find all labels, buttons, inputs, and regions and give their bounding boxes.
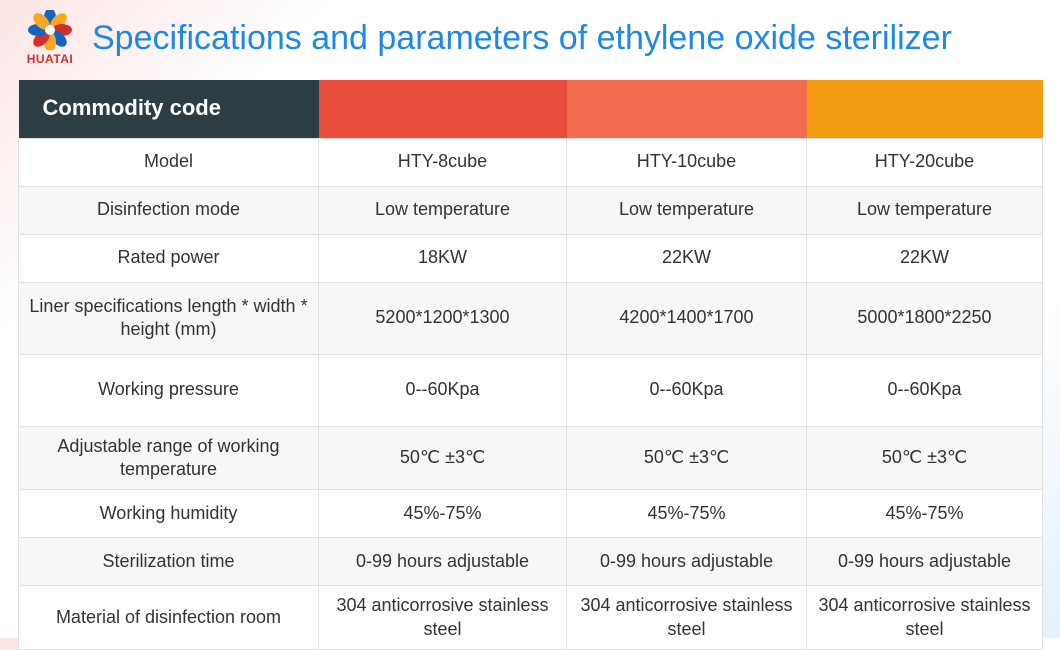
spec-table-container: Commodity code ModelHTY-8cubeHTY-10cubeH…: [0, 80, 1060, 650]
brand-logo: HUATAI: [20, 10, 80, 66]
cell-value: HTY-10cube: [567, 138, 807, 186]
param-label: Disinfection mode: [19, 186, 319, 234]
page-title: Specifications and parameters of ethylen…: [92, 19, 952, 58]
cell-value: 0--60Kpa: [567, 354, 807, 426]
column-header-2: [567, 80, 807, 138]
table-body: ModelHTY-8cubeHTY-10cubeHTY-20cubeDisinf…: [19, 138, 1043, 650]
table-row: Adjustable range of working temperature5…: [19, 426, 1043, 490]
cell-value: 5000*1800*2250: [807, 282, 1043, 354]
cell-value: 4200*1400*1700: [567, 282, 807, 354]
cell-value: 0--60Kpa: [319, 354, 567, 426]
param-label: Working humidity: [19, 490, 319, 538]
brand-name: HUATAI: [27, 52, 74, 66]
table-row: Rated power18KW22KW22KW: [19, 234, 1043, 282]
cell-value: 0-99 hours adjustable: [567, 538, 807, 586]
table-row: Material of disinfection room304 anticor…: [19, 586, 1043, 650]
cell-value: Low temperature: [567, 186, 807, 234]
cell-value: Low temperature: [319, 186, 567, 234]
cell-value: 304 anticorrosive stainless steel: [807, 586, 1043, 650]
table-row: Working humidity45%-75%45%-75%45%-75%: [19, 490, 1043, 538]
cell-value: 50℃ ±3℃: [319, 426, 567, 490]
cell-value: 5200*1200*1300: [319, 282, 567, 354]
cell-value: HTY-20cube: [807, 138, 1043, 186]
column-header-3: [807, 80, 1043, 138]
cell-value: 0--60Kpa: [807, 354, 1043, 426]
cell-value: 45%-75%: [567, 490, 807, 538]
table-row: Working pressure0--60Kpa0--60Kpa0--60Kpa: [19, 354, 1043, 426]
cell-value: 22KW: [807, 234, 1043, 282]
cell-value: 0-99 hours adjustable: [807, 538, 1043, 586]
cell-value: 45%-75%: [319, 490, 567, 538]
param-label: Liner specifications length * width * he…: [19, 282, 319, 354]
table-row: Sterilization time0-99 hours adjustable0…: [19, 538, 1043, 586]
cell-value: 50℃ ±3℃: [567, 426, 807, 490]
param-label: Material of disinfection room: [19, 586, 319, 650]
cell-value: 50℃ ±3℃: [807, 426, 1043, 490]
param-label: Model: [19, 138, 319, 186]
cell-value: 304 anticorrosive stainless steel: [319, 586, 567, 650]
cell-value: HTY-8cube: [319, 138, 567, 186]
page-header: HUATAI Specifications and parameters of …: [0, 0, 1060, 80]
param-label: Sterilization time: [19, 538, 319, 586]
cell-value: 304 anticorrosive stainless steel: [567, 586, 807, 650]
param-label: Rated power: [19, 234, 319, 282]
cell-value: 45%-75%: [807, 490, 1043, 538]
cell-value: Low temperature: [807, 186, 1043, 234]
table-row: ModelHTY-8cubeHTY-10cubeHTY-20cube: [19, 138, 1043, 186]
cell-value: 18KW: [319, 234, 567, 282]
cell-value: 0-99 hours adjustable: [319, 538, 567, 586]
spec-table: Commodity code ModelHTY-8cubeHTY-10cubeH…: [18, 80, 1043, 650]
column-header-1: [319, 80, 567, 138]
param-label: Working pressure: [19, 354, 319, 426]
corner-header: Commodity code: [19, 80, 319, 138]
table-row: Liner specifications length * width * he…: [19, 282, 1043, 354]
table-header-row: Commodity code: [19, 80, 1043, 138]
param-label: Adjustable range of working temperature: [19, 426, 319, 490]
flower-icon: [26, 10, 74, 50]
table-row: Disinfection modeLow temperatureLow temp…: [19, 186, 1043, 234]
cell-value: 22KW: [567, 234, 807, 282]
